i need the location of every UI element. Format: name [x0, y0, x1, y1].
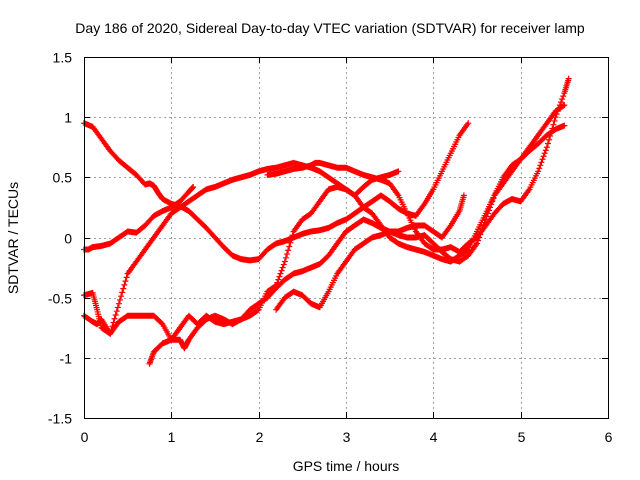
x-tick-label: 6	[605, 429, 613, 445]
chart-title: Day 186 of 2020, Sidereal Day-to-day VTE…	[75, 20, 585, 36]
x-tick-label: 3	[343, 429, 351, 445]
series-1-markers	[81, 120, 472, 264]
series-6-markers	[264, 75, 572, 255]
y-tick-label: -0.5	[48, 291, 72, 307]
x-tick-label: 4	[430, 429, 438, 445]
y-axis-label: SDTVAR / TECUs	[5, 182, 21, 294]
y-tick-label: 1	[64, 110, 72, 126]
x-tick-label: 0	[81, 429, 89, 445]
y-tick-label: 1.5	[53, 50, 73, 66]
ticks-group: 0 1 2 3 4 5 6 1.5 1 0.5 0 -0.5 -1 -1.5	[48, 50, 613, 446]
series-5-markers	[146, 122, 568, 367]
y-tick-label: -1	[60, 351, 73, 367]
x-tick-label: 1	[168, 429, 176, 445]
x-tick-label: 5	[518, 429, 526, 445]
x-axis-label: GPS time / hours	[293, 458, 400, 474]
series-7	[273, 192, 467, 313]
series-5	[146, 122, 568, 367]
series-7-markers	[273, 192, 467, 313]
x-tick-label: 2	[256, 429, 264, 445]
series-2	[81, 183, 197, 253]
y-tick-label: 0.5	[53, 170, 73, 186]
y-tick-label: 0	[64, 231, 72, 247]
grid	[84, 57, 608, 418]
series-6	[264, 75, 572, 255]
series-1	[81, 120, 472, 264]
series-2-markers	[81, 183, 197, 253]
y-tick-label: -1.5	[48, 411, 72, 427]
series-group	[81, 75, 572, 367]
